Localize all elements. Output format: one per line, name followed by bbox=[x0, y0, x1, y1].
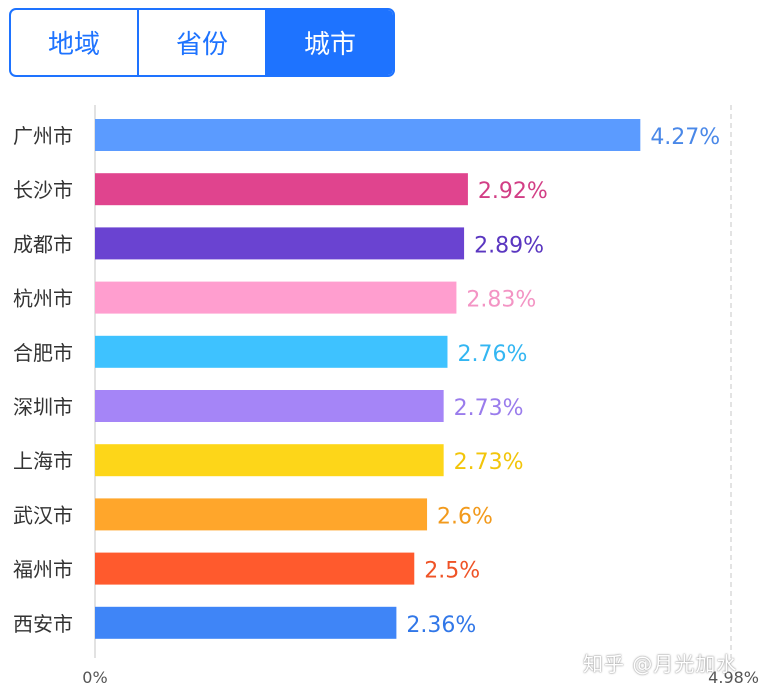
watermark: 知乎 @月光加水 bbox=[583, 652, 738, 676]
value-label: 2.36% bbox=[406, 613, 476, 638]
category-label: 合肥市 bbox=[13, 341, 73, 365]
tab-region[interactable]: 地域 bbox=[11, 10, 139, 75]
category-label: 深圳市 bbox=[13, 395, 73, 419]
category-label: 成都市 bbox=[13, 232, 73, 256]
region-tab-group: 地域 省份 城市 bbox=[9, 8, 395, 77]
bar bbox=[95, 227, 465, 260]
value-label: 2.5% bbox=[424, 559, 480, 584]
x-tick-label: 4.98% bbox=[708, 668, 759, 687]
value-label: 2.73% bbox=[454, 396, 524, 421]
value-label: 2.73% bbox=[454, 450, 524, 475]
x-tick-label: 0% bbox=[82, 668, 107, 687]
value-label: 2.83% bbox=[466, 288, 536, 313]
tab-province[interactable]: 省份 bbox=[139, 10, 267, 75]
bar bbox=[95, 444, 444, 477]
bar bbox=[95, 606, 397, 639]
category-label: 杭州市 bbox=[13, 287, 73, 311]
value-label: 2.6% bbox=[437, 504, 493, 529]
category-label: 广州市 bbox=[13, 124, 73, 148]
bar bbox=[95, 281, 457, 314]
value-label: 4.27% bbox=[650, 125, 720, 150]
value-label: 2.92% bbox=[478, 179, 548, 204]
bar bbox=[95, 390, 444, 422]
value-label: 2.76% bbox=[457, 342, 527, 367]
bar bbox=[95, 335, 448, 368]
bar bbox=[95, 552, 415, 585]
category-label: 武汉市 bbox=[13, 503, 73, 527]
category-label: 福州市 bbox=[13, 558, 73, 582]
bar bbox=[95, 173, 468, 206]
category-label: 上海市 bbox=[13, 449, 73, 473]
value-label: 2.89% bbox=[474, 233, 544, 258]
category-label: 长沙市 bbox=[13, 178, 73, 202]
bar bbox=[95, 498, 428, 531]
tab-city[interactable]: 城市 bbox=[267, 10, 393, 75]
bar bbox=[95, 119, 641, 151]
category-label: 西安市 bbox=[13, 612, 73, 636]
